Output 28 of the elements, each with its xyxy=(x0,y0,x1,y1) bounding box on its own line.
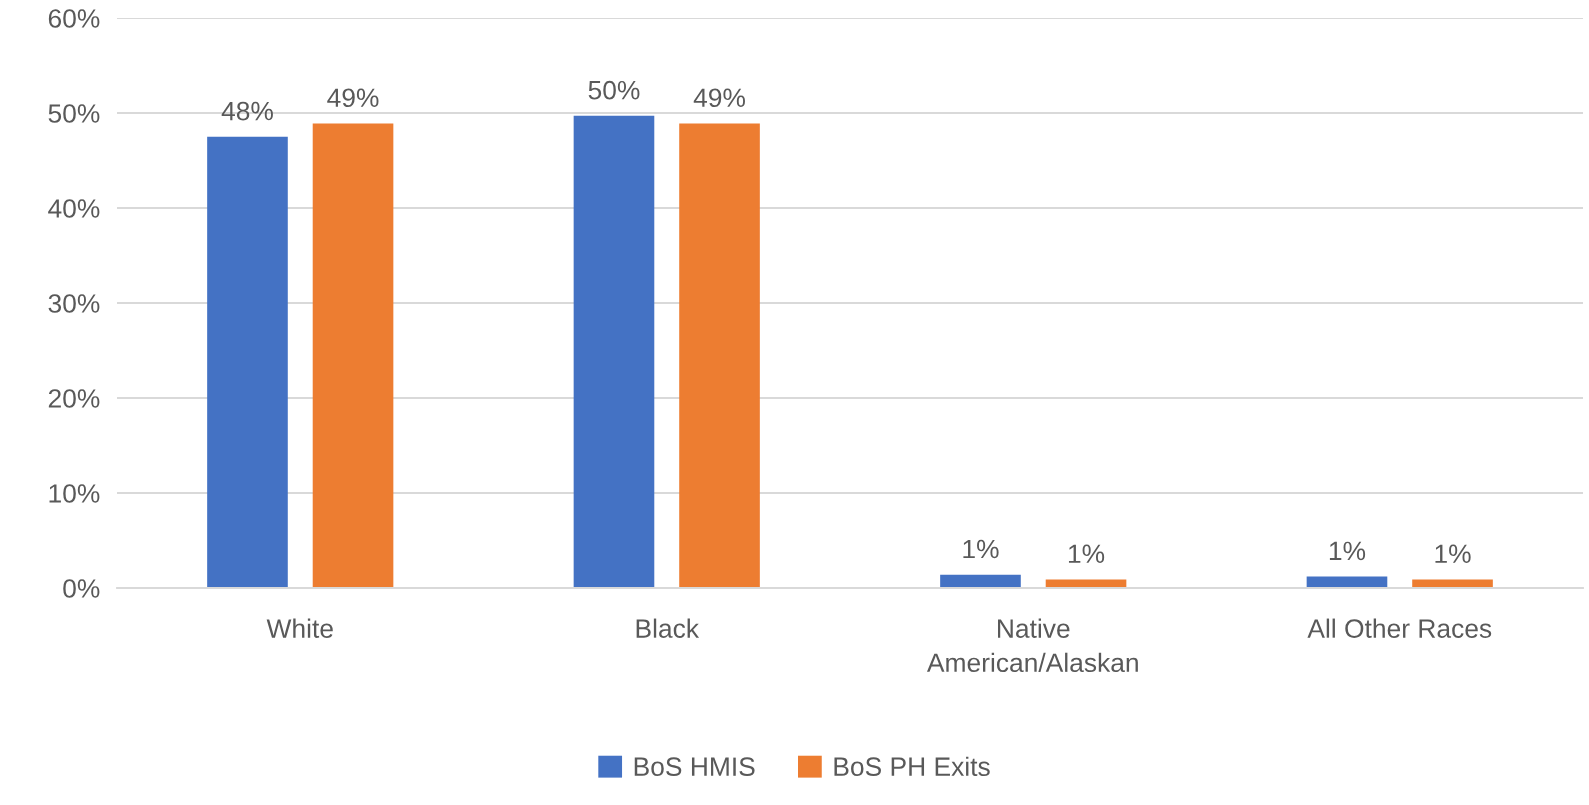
y-tick-label: 0% xyxy=(63,579,100,598)
y-tick-label: 30% xyxy=(48,294,100,313)
data-label: 49% xyxy=(327,88,379,108)
data-label: 49% xyxy=(693,88,745,108)
bar xyxy=(1045,579,1127,588)
y-tick-label: 60% xyxy=(48,9,100,28)
data-label: 48% xyxy=(221,101,273,121)
data-label: 50% xyxy=(588,80,640,100)
data-label: 1% xyxy=(1068,544,1105,564)
bar xyxy=(573,115,655,588)
legend-label: BoS PH Exits xyxy=(834,756,990,777)
bar xyxy=(679,123,760,588)
y-tick-label: 20% xyxy=(48,389,100,408)
x-tick-label: Black xyxy=(636,618,700,638)
y-tick-label: 40% xyxy=(48,199,100,218)
data-label: 1% xyxy=(963,539,999,559)
x-tick-label: Native American/Alaskan xyxy=(926,618,1138,673)
bar xyxy=(1412,579,1493,588)
x-tick-label: All Other Races xyxy=(1307,618,1492,638)
bar xyxy=(207,136,288,588)
bar xyxy=(940,574,1021,588)
data-label: 1% xyxy=(1435,544,1471,564)
y-tick-label: 50% xyxy=(48,104,100,123)
y-tick-label: 10% xyxy=(49,484,100,503)
x-tick-label: White xyxy=(266,618,333,638)
legend-label: BoS HMIS xyxy=(634,757,755,777)
bar xyxy=(312,123,394,588)
data-label: 1% xyxy=(1329,541,1366,561)
